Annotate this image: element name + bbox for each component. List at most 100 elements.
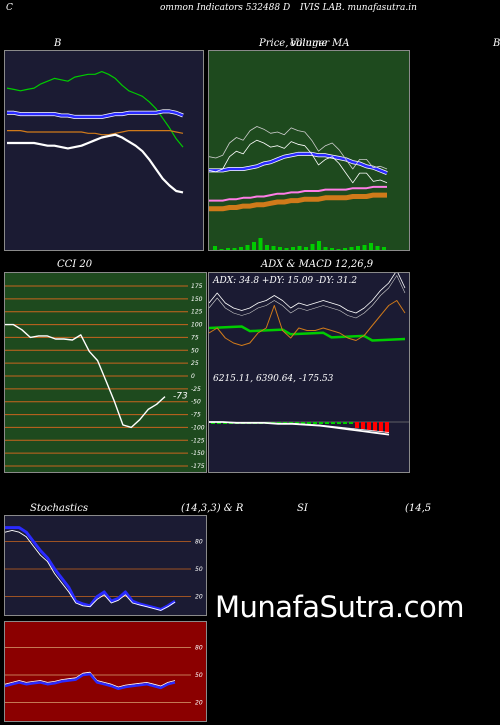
rsi-params: (14,5: [405, 503, 432, 514]
volume-bar: [304, 247, 308, 250]
series-rsi: [5, 672, 176, 691]
price-panel: [208, 50, 410, 251]
series-adx-minus: [209, 300, 406, 346]
series-adx: [209, 325, 406, 342]
panel-background: [5, 273, 206, 472]
y-tick-label: 150: [191, 296, 203, 303]
series-stoch-d: [5, 529, 176, 611]
volume-bar: [278, 247, 282, 250]
panel-background: [5, 516, 206, 615]
volume-bar: [271, 246, 276, 250]
volume-bar: [349, 247, 354, 250]
stoch-panel: 80 50 20: [4, 515, 207, 616]
series-price: [209, 139, 388, 184]
volume-bar: [317, 241, 321, 250]
volume-bar: [362, 245, 367, 250]
macd-values: 6215.11, 6390.64, -175.53: [213, 374, 334, 384]
macd-histogram-bar: [331, 422, 335, 424]
series-adx-plus: [209, 273, 406, 314]
adx-panel: ADX: 34.8 +DY: 15.09 -DY: 31.2 6215.11, …: [208, 272, 410, 473]
y-tick-label: 80: [195, 644, 203, 651]
volume-bar: [323, 247, 328, 250]
macd-histogram-bar: [349, 422, 353, 424]
volume-bar: [219, 249, 224, 250]
header-mid: ommon Indicators 532488 D: [160, 3, 291, 13]
volume-bar: [375, 246, 380, 250]
y-tick-label: 175: [191, 283, 203, 290]
cci-last-value: -73: [173, 392, 188, 402]
y-tick-label: -100: [191, 424, 205, 431]
header-right: IVIS LAB. munafasutra.in: [300, 3, 417, 13]
y-tick-label: 25: [191, 360, 199, 367]
rsi-chart: 80 50 20: [5, 622, 206, 721]
volume-bar: [239, 247, 243, 250]
macd-histogram-bar: [361, 422, 365, 429]
y-tick-label: 0: [191, 373, 195, 380]
volume-bar: [356, 246, 360, 250]
price-title: Price,: [259, 38, 289, 49]
macd-histogram-bar: [319, 422, 323, 424]
series-price: [7, 133, 184, 194]
bollinger-title: B: [54, 38, 62, 49]
volume-bar: [310, 244, 315, 250]
macd-histogram-bar: [373, 422, 377, 431]
macd-histogram-bar: [217, 422, 221, 424]
y-tick-label: 20: [195, 594, 203, 601]
volume-bar: [343, 248, 347, 250]
volume-bar: [369, 243, 373, 250]
y-tick-label: -125: [191, 437, 205, 444]
cci-title: CCI 20: [57, 259, 93, 270]
watermark: MunafaSutra.com: [215, 590, 465, 624]
series-adx-plus-inner: [209, 275, 406, 319]
macd-histogram-bar: [355, 422, 359, 428]
series-signal: [209, 421, 390, 433]
y-tick-label: 20: [195, 700, 203, 707]
y-tick-label: -75: [191, 412, 201, 419]
bollinger-panel: [4, 50, 204, 251]
panel-background: [209, 273, 409, 472]
macd-histogram-bar: [343, 422, 347, 424]
y-tick-label: 125: [191, 309, 203, 316]
panel-background: [5, 51, 203, 250]
volume-bar: [284, 248, 289, 250]
volume-bar: [330, 248, 334, 250]
volume-bar: [213, 246, 217, 250]
edge-title: B: [493, 38, 500, 49]
series-cci: [5, 323, 166, 429]
rsi-title: SI: [297, 503, 308, 514]
volume-bar: [336, 249, 341, 250]
y-tick-label: 50: [191, 347, 199, 354]
series-ma-orange: [209, 192, 387, 212]
y-tick-label: 75: [191, 334, 199, 341]
volume-bar: [232, 248, 237, 250]
macd-histogram-bar: [211, 422, 215, 424]
macd-histogram-bar: [385, 422, 389, 433]
volume-bar: [258, 238, 263, 250]
volume-bar: [297, 246, 302, 250]
stoch-title: Stochastics: [30, 503, 88, 514]
cci-panel: 175 150 125 100 75 50 25 0 -25 -50 -75 -100 -125 -150…: [4, 272, 207, 473]
adx-chart: [209, 273, 409, 472]
price-chart: [209, 51, 409, 250]
volume-bar: [226, 248, 230, 250]
y-tick-label: -175: [191, 463, 205, 470]
series-upper-band-green: [6, 71, 184, 148]
stoch-params: (14,3,3) & R: [181, 503, 244, 514]
volume-bar: [252, 242, 256, 250]
volume-bar: [382, 247, 386, 250]
y-tick-label: -150: [191, 450, 205, 457]
macd-histogram-bar: [295, 422, 299, 424]
cci-chart: 175 150 125 100 75 50 25 0 -25 -50 -75 -100 -125 -150…: [5, 273, 206, 472]
adx-values: ADX: 34.8 +DY: 15.09 -DY: 31.2: [213, 276, 358, 286]
macd-histogram-bar: [301, 422, 305, 424]
macd-histogram-bar: [367, 422, 371, 430]
series-price-upper: [209, 126, 388, 170]
volume-bar: [245, 245, 250, 250]
series-middle-band: [7, 110, 184, 119]
header-left: C: [6, 3, 13, 13]
y-tick-label: 80: [195, 538, 203, 545]
series-rsi-signal: [5, 671, 176, 688]
y-tick-label: -50: [191, 399, 201, 406]
adx-title: ADX & MACD 12,26,9: [261, 259, 374, 270]
macd-histogram-bar: [325, 422, 329, 424]
